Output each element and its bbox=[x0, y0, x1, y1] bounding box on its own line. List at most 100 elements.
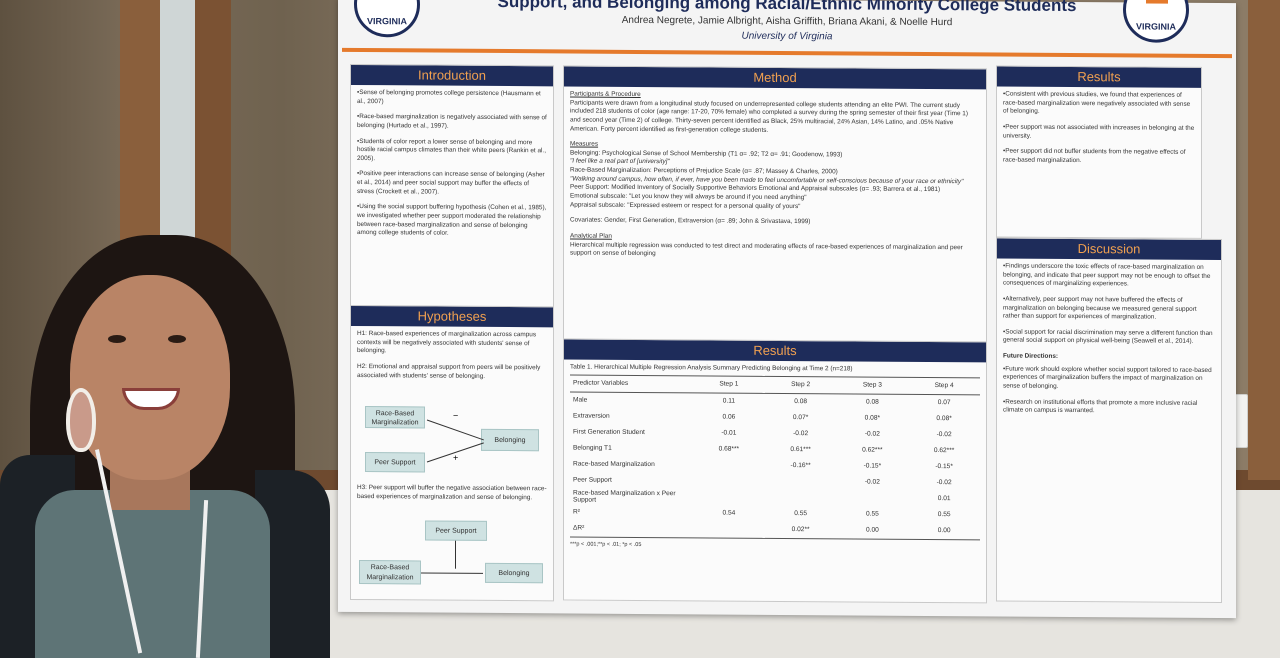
coefficient-cell: 0.08* bbox=[864, 414, 881, 422]
hypothesis-3: H3: Peer support will buffer the negativ… bbox=[357, 483, 547, 501]
coefficient-cell: -0.02 bbox=[936, 479, 952, 487]
analytic-text: Hierarchical multiple regression was con… bbox=[570, 241, 963, 258]
future-bullet: Future work should explore whether socia… bbox=[1003, 365, 1215, 392]
intro-bullet: Students of color report a lower sense o… bbox=[357, 138, 547, 165]
predictor-cell: R² bbox=[573, 508, 580, 516]
future-directions-heading: Future Directions: bbox=[1003, 352, 1059, 361]
discussion-bullet: Social support for racial discrimination… bbox=[1003, 328, 1215, 347]
window-frame-left bbox=[120, 0, 160, 240]
coefficient-cell: -0.02 bbox=[864, 430, 880, 438]
coefficient-cell bbox=[693, 457, 765, 474]
coefficient-cell: -0.02 bbox=[936, 431, 952, 439]
coefficient-cell: -0.01 bbox=[721, 429, 737, 437]
window-frame-right bbox=[1248, 0, 1280, 480]
coefficient-cell: 0.54 bbox=[722, 509, 736, 517]
hypotheses-panel: Hypotheses H1: Race-based experiences of… bbox=[350, 304, 554, 602]
coefficient-cell: 0.02** bbox=[764, 521, 837, 539]
discussion-panel: Discussion Findings underscore the toxic… bbox=[996, 237, 1222, 604]
results-panel: Results Consistent with previous studies… bbox=[996, 65, 1202, 239]
predictor-cell: ΔR² bbox=[570, 520, 693, 538]
intro-bullet: Race-based marginalization is negatively… bbox=[357, 113, 547, 132]
covariates-text: Covariates: Gender, First Generation, Ex… bbox=[570, 216, 811, 226]
diagram2-belonging-box: Belonging bbox=[485, 562, 543, 584]
coefficient-cell: 0.08 bbox=[794, 398, 808, 406]
regression-table: Predictor Variables Step 1 Step 2 Step 3… bbox=[570, 374, 980, 540]
column-header: Step 2 bbox=[764, 375, 837, 394]
hypothesis-1: H1: Race-based experiences of marginaliz… bbox=[357, 329, 537, 355]
column-header: Predictor Variables bbox=[570, 374, 693, 393]
intro-bullet: Using the social support buffering hypot… bbox=[357, 203, 547, 239]
hypotheses-body: H1: Race-based experiences of marginaliz… bbox=[351, 326, 553, 405]
coefficient-cell: 0.01 bbox=[937, 495, 951, 503]
coefficient-cell: -0.15* bbox=[935, 463, 953, 471]
coefficient-cell: 0.00 bbox=[836, 521, 909, 539]
coefficient-cell: 0.06 bbox=[722, 413, 736, 421]
diagram-minus-sign: − bbox=[453, 410, 459, 421]
research-poster: VIRGINIA VIRGINIA Support, and Belonging… bbox=[338, 0, 1236, 619]
measures-list: Belonging: Psychological Sense of School… bbox=[570, 149, 980, 212]
coefficient-cell: -0.16** bbox=[790, 462, 811, 470]
coefficient-cell: 0.07 bbox=[937, 399, 951, 407]
coefficient-cell: 0.68*** bbox=[718, 445, 740, 453]
coefficient-cell: 0.07* bbox=[792, 414, 809, 422]
coefficient-cell bbox=[693, 520, 765, 538]
diagram-marginalization-box: Race-Based Marginalization bbox=[365, 406, 425, 429]
coefficient-cell: 0.00 bbox=[908, 522, 980, 540]
method-body: Participants & Procedure Participants we… bbox=[564, 86, 986, 272]
person-face bbox=[70, 275, 230, 480]
predictor-cell: First Generation Student bbox=[573, 428, 645, 437]
results-body: Consistent with previous studies, we fou… bbox=[997, 86, 1201, 177]
diagram-peer-support-box: Peer Support bbox=[365, 452, 425, 473]
diagram2-peer-support-box: Peer Support bbox=[425, 520, 487, 541]
intro-bullet: Positive peer interactions can increase … bbox=[357, 170, 547, 197]
diagram-plus-sign: + bbox=[453, 452, 459, 463]
header-rule bbox=[342, 47, 1232, 59]
predictor-cell: Male bbox=[573, 396, 588, 404]
coefficient-cell bbox=[837, 490, 909, 507]
measure-item: Appraisal subscale: "Expressed esteem or… bbox=[570, 201, 801, 210]
diagram2-marginalization-box: Race-Based Marginalization bbox=[359, 560, 421, 585]
participants-text: Participants were drawn from a longitudi… bbox=[570, 99, 968, 134]
diagram-arrow-negative bbox=[426, 419, 484, 441]
coefficient-cell: 0.08* bbox=[936, 415, 952, 423]
coefficient-cell: 0.62*** bbox=[933, 447, 955, 455]
coefficient-cell: 0.08 bbox=[865, 398, 879, 406]
regression-table-wrap: Predictor Variables Step 1 Step 2 Step 3… bbox=[564, 374, 986, 540]
coefficient-cell bbox=[693, 489, 765, 506]
coefficient-cell: 0.55 bbox=[865, 510, 879, 518]
results-bullet: Peer support did not buffer students fro… bbox=[1003, 148, 1195, 167]
diagram2-moderator-line bbox=[455, 540, 456, 569]
results-table-panel: Results Table 1. Hierarchical Multiple R… bbox=[563, 338, 987, 604]
results-bullet: Consistent with previous studies, we fou… bbox=[1003, 91, 1195, 118]
hypothesis-2: H2: Emotional and appraisal support from… bbox=[357, 362, 541, 380]
predictor-cell: Belonging T1 bbox=[573, 444, 612, 452]
column-header: Step 3 bbox=[836, 376, 909, 394]
discussion-bullet: Alternatively, peer support may not have… bbox=[1003, 295, 1215, 322]
column-header: Step 4 bbox=[908, 376, 980, 395]
coefficient-cell bbox=[765, 473, 837, 490]
table-note: ***p < .001;**p < .01; *p < .05 bbox=[570, 541, 642, 548]
predictor-cell: Peer Support bbox=[573, 476, 612, 484]
results-bullet: Peer support was not associated with inc… bbox=[1003, 123, 1195, 142]
introduction-heading: Introduction bbox=[351, 64, 553, 87]
coefficient-cell: -0.15* bbox=[863, 462, 882, 470]
future-bullet: Research on institutional efforts that p… bbox=[1003, 398, 1215, 417]
person-eye-right bbox=[168, 335, 186, 343]
coefficient-cell: -0.02 bbox=[793, 430, 809, 438]
coefficient-cell: 0.62*** bbox=[862, 446, 883, 454]
introduction-body: Sense of belonging promotes college pers… bbox=[351, 85, 553, 250]
hypotheses-heading: Hypotheses bbox=[351, 305, 553, 328]
coefficient-cell bbox=[693, 473, 765, 490]
coefficient-cell: -0.02 bbox=[864, 478, 880, 486]
predictor-cell: Race-based Marginalization bbox=[573, 460, 655, 469]
poster-university: University of Virginia bbox=[741, 30, 833, 43]
introduction-panel: Introduction Sense of belonging promotes… bbox=[350, 63, 554, 311]
coefficient-cell: 0.61*** bbox=[790, 446, 811, 454]
coefficient-cell: 0.55 bbox=[937, 511, 951, 519]
coefficient-cell: 0.55 bbox=[794, 510, 808, 518]
hypothesis-3-wrap: H3: Peer support will buffer the negativ… bbox=[351, 480, 554, 514]
method-panel: Method Participants & Procedure Particip… bbox=[563, 65, 987, 347]
coefficient-cell: 0.11 bbox=[722, 397, 736, 405]
predictor-cell: Race-based Marginalization x Peer Suppor… bbox=[573, 489, 676, 504]
coefficient-cell bbox=[765, 489, 837, 506]
